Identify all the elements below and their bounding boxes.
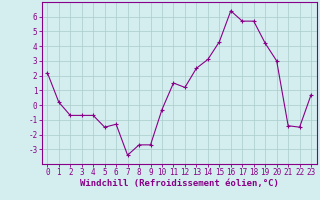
X-axis label: Windchill (Refroidissement éolien,°C): Windchill (Refroidissement éolien,°C) xyxy=(80,179,279,188)
